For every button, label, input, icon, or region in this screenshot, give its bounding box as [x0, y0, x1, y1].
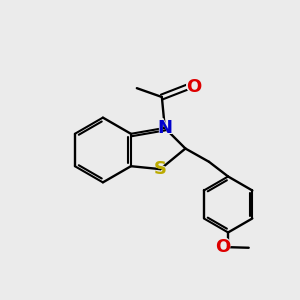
Text: N: N: [156, 118, 173, 138]
Text: S: S: [154, 160, 167, 178]
Text: O: O: [186, 78, 201, 96]
Text: O: O: [185, 77, 203, 97]
Text: O: O: [215, 238, 230, 256]
Text: N: N: [157, 119, 172, 137]
Text: S: S: [153, 159, 168, 179]
Text: O: O: [214, 237, 232, 257]
